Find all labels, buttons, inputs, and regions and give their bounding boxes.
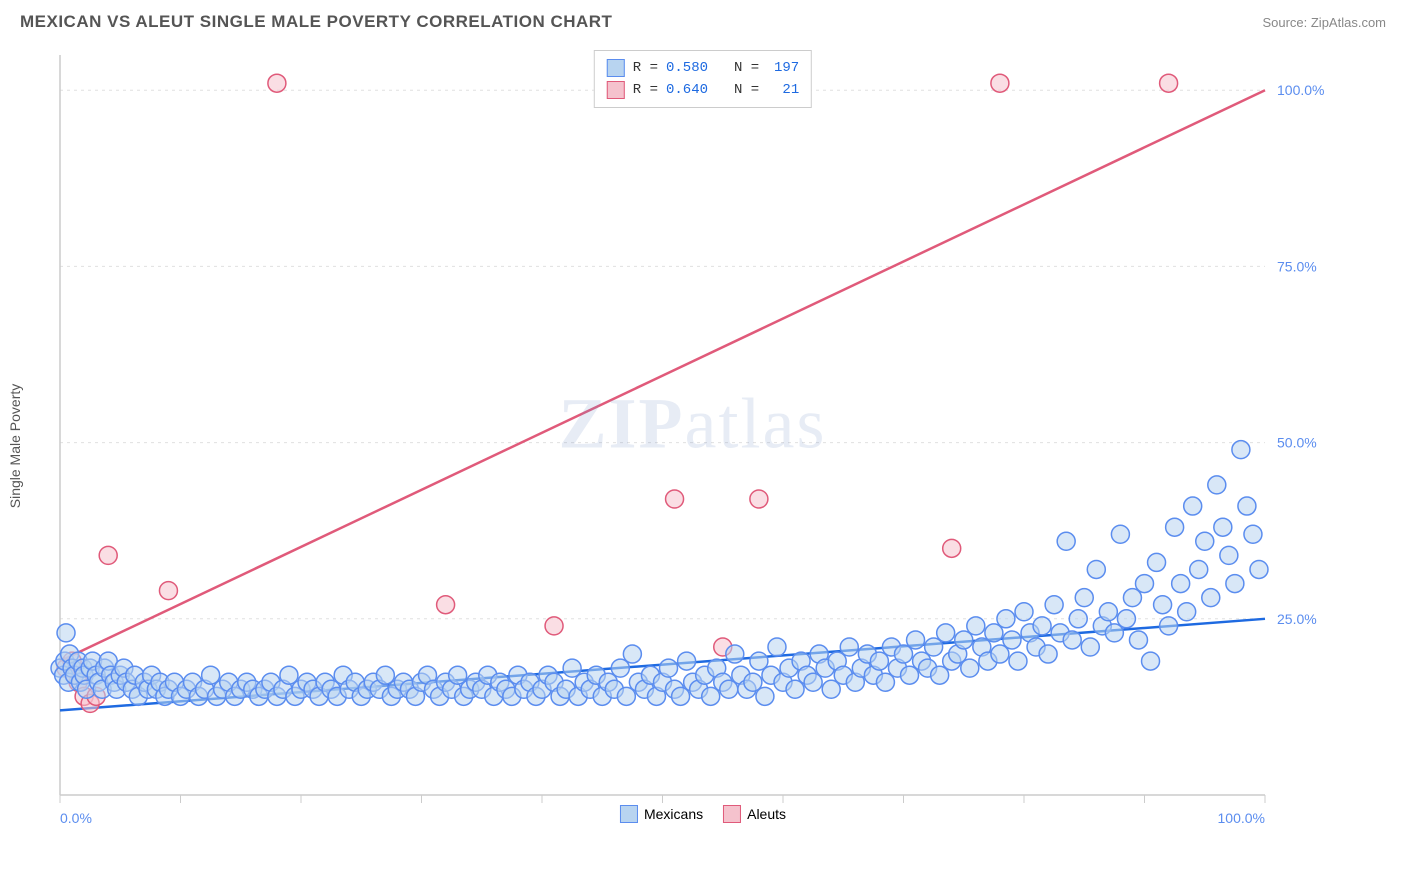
swatch-aleuts	[607, 81, 625, 99]
svg-text:100.0%: 100.0%	[1277, 82, 1324, 98]
chart-header: MEXICAN VS ALEUT SINGLE MALE POVERTY COR…	[20, 12, 1386, 32]
chart-container: 25.0%50.0%75.0%100.0%0.0%100.0% ZIPatlas	[50, 45, 1335, 835]
swatch-mexicans	[607, 59, 625, 77]
swatch-mexicans	[620, 805, 638, 823]
svg-text:75.0%: 75.0%	[1277, 258, 1317, 274]
svg-text:25.0%: 25.0%	[1277, 611, 1317, 627]
legend-row-mexicans: R = 0.580 N = 197	[607, 57, 799, 79]
swatch-aleuts	[723, 805, 741, 823]
legend-item-aleuts: Aleuts	[723, 805, 786, 823]
scatter-plot: 25.0% 50.0% 75.0% 100.0% 0.0% 100.0%	[50, 45, 1335, 835]
legend-row-aleuts: R = 0.640 N = 21	[607, 79, 799, 101]
svg-text:50.0%: 50.0%	[1277, 435, 1317, 451]
svg-text:100.0%: 100.0%	[1218, 810, 1265, 826]
chart-title: MEXICAN VS ALEUT SINGLE MALE POVERTY COR…	[20, 12, 612, 32]
series-legend: Mexicans Aleuts	[620, 805, 786, 823]
svg-text:0.0%: 0.0%	[60, 810, 92, 826]
y-axis-label: Single Male Poverty	[7, 384, 23, 509]
legend-item-mexicans: Mexicans	[620, 805, 703, 823]
source-label: Source: ZipAtlas.com	[1262, 15, 1386, 30]
correlation-legend: R = 0.580 N = 197 R = 0.640 N = 21	[594, 50, 812, 108]
